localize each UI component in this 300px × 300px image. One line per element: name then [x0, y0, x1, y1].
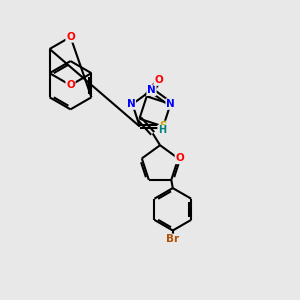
- Text: O: O: [175, 153, 184, 164]
- Text: S: S: [160, 122, 167, 131]
- Text: O: O: [66, 80, 75, 90]
- Text: N: N: [166, 99, 175, 109]
- Text: N: N: [147, 85, 156, 95]
- Text: H: H: [158, 125, 166, 136]
- Text: O: O: [66, 32, 75, 42]
- Text: N: N: [127, 99, 135, 109]
- Text: O: O: [154, 75, 163, 85]
- Text: Br: Br: [166, 234, 179, 244]
